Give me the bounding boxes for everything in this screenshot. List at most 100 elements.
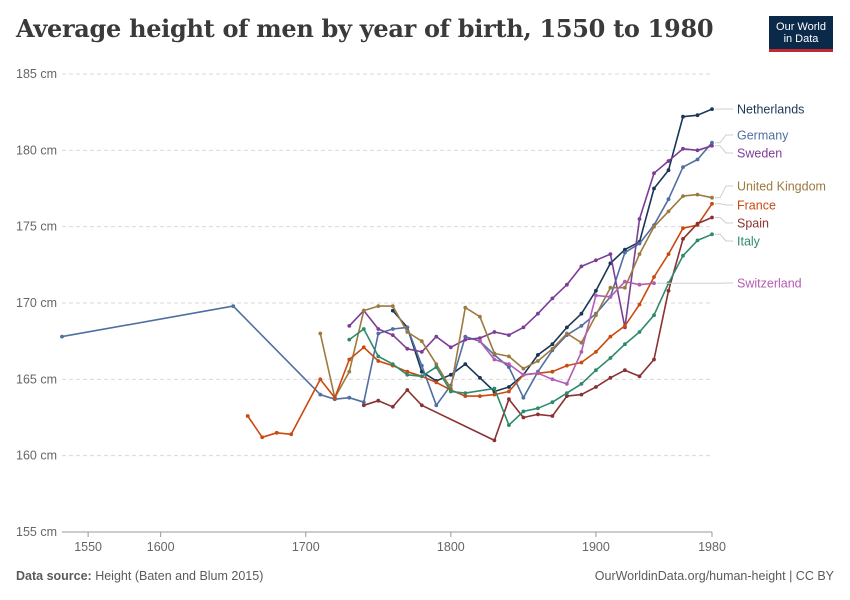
- spain-point[interactable]: [579, 392, 584, 397]
- italy-point[interactable]: [710, 232, 714, 237]
- germany-point[interactable]: [60, 334, 64, 339]
- netherlands-point[interactable]: [536, 353, 540, 357]
- france-point[interactable]: [565, 363, 569, 368]
- spain-point[interactable]: [695, 221, 700, 226]
- germany-label[interactable]: Germany: [737, 129, 789, 143]
- united-kingdom-point[interactable]: [594, 313, 598, 318]
- netherlands-point[interactable]: [463, 362, 468, 366]
- switzerland-point[interactable]: [536, 371, 540, 376]
- united-kingdom-point[interactable]: [376, 304, 381, 308]
- sweden-point[interactable]: [347, 324, 352, 328]
- italy-point[interactable]: [463, 391, 468, 395]
- united-kingdom-point[interactable]: [390, 304, 395, 308]
- italy-point[interactable]: [608, 356, 613, 360]
- switzerland-point[interactable]: [637, 282, 642, 287]
- italy-point[interactable]: [637, 330, 642, 334]
- united-kingdom-point[interactable]: [347, 369, 352, 374]
- united-kingdom-point[interactable]: [652, 224, 656, 229]
- netherlands-point[interactable]: [565, 325, 569, 330]
- switzerland-point[interactable]: [594, 293, 598, 298]
- italy-point[interactable]: [623, 342, 627, 347]
- netherlands-point[interactable]: [550, 342, 555, 347]
- spain-point[interactable]: [390, 404, 395, 409]
- spain-point[interactable]: [492, 438, 497, 443]
- switzerland-label[interactable]: Switzerland: [737, 277, 802, 291]
- germany-point[interactable]: [434, 403, 439, 408]
- germany-point[interactable]: [318, 392, 323, 397]
- france-point[interactable]: [478, 394, 482, 398]
- switzerland-point[interactable]: [478, 339, 482, 344]
- switzerland-point[interactable]: [507, 362, 511, 366]
- sweden-line[interactable]: [348, 145, 713, 353]
- sweden-point[interactable]: [390, 333, 395, 337]
- switzerland-point[interactable]: [521, 372, 526, 377]
- sweden-point[interactable]: [492, 330, 497, 334]
- sweden-point[interactable]: [463, 337, 468, 342]
- france-point[interactable]: [405, 369, 410, 374]
- france-point[interactable]: [550, 369, 555, 374]
- spain-point[interactable]: [710, 215, 714, 220]
- switzerland-point[interactable]: [579, 350, 584, 354]
- france-point[interactable]: [260, 435, 265, 440]
- france-point[interactable]: [681, 226, 685, 231]
- united-kingdom-point[interactable]: [565, 331, 569, 336]
- sweden-point[interactable]: [579, 264, 584, 269]
- sweden-point[interactable]: [521, 325, 526, 330]
- italy-point[interactable]: [536, 406, 540, 411]
- spain-point[interactable]: [376, 398, 381, 403]
- germany-point[interactable]: [231, 304, 236, 308]
- germany-point[interactable]: [405, 325, 410, 330]
- united-kingdom-point[interactable]: [492, 351, 497, 356]
- italy-point[interactable]: [652, 313, 656, 318]
- spain-point[interactable]: [419, 403, 424, 408]
- sweden-point[interactable]: [507, 333, 511, 337]
- italy-point[interactable]: [419, 374, 424, 379]
- france-point[interactable]: [434, 380, 439, 385]
- netherlands-point[interactable]: [710, 107, 714, 111]
- spain-point[interactable]: [550, 414, 555, 418]
- sweden-point[interactable]: [434, 334, 439, 339]
- france-point[interactable]: [666, 252, 671, 256]
- switzerland-point[interactable]: [565, 382, 569, 386]
- sweden-point[interactable]: [710, 143, 714, 148]
- spain-label[interactable]: Spain: [737, 217, 769, 231]
- italy-label[interactable]: Italy: [737, 235, 761, 249]
- france-label[interactable]: France: [737, 199, 776, 213]
- sweden-point[interactable]: [565, 282, 569, 287]
- switzerland-point[interactable]: [623, 279, 627, 284]
- france-point[interactable]: [318, 377, 323, 382]
- germany-point[interactable]: [347, 395, 352, 400]
- united-kingdom-point[interactable]: [623, 285, 627, 290]
- united-kingdom-point[interactable]: [434, 362, 439, 366]
- germany-point[interactable]: [710, 140, 714, 145]
- spain-point[interactable]: [507, 397, 511, 402]
- germany-point[interactable]: [637, 241, 642, 246]
- sweden-point[interactable]: [448, 345, 453, 350]
- france-point[interactable]: [652, 275, 656, 279]
- france-point[interactable]: [289, 432, 294, 437]
- united-kingdom-point[interactable]: [695, 192, 700, 197]
- netherlands-point[interactable]: [695, 113, 700, 118]
- france-line[interactable]: [247, 203, 713, 439]
- united-kingdom-point[interactable]: [681, 194, 685, 199]
- spain-point[interactable]: [565, 394, 569, 398]
- switzerland-point[interactable]: [492, 357, 497, 362]
- sweden-label[interactable]: Sweden: [737, 147, 782, 161]
- france-point[interactable]: [376, 359, 381, 363]
- united-kingdom-point[interactable]: [666, 209, 671, 214]
- italy-point[interactable]: [695, 238, 700, 243]
- italy-point[interactable]: [492, 386, 497, 391]
- france-point[interactable]: [274, 430, 279, 435]
- france-point[interactable]: [332, 395, 337, 400]
- spain-point[interactable]: [405, 388, 410, 392]
- united-kingdom-point[interactable]: [536, 359, 540, 363]
- owid-logo[interactable]: Our World in Data: [769, 16, 833, 52]
- sweden-point[interactable]: [681, 146, 685, 151]
- united-kingdom-point[interactable]: [550, 346, 555, 351]
- italy-point[interactable]: [681, 253, 685, 258]
- netherlands-point[interactable]: [579, 311, 584, 316]
- germany-point[interactable]: [623, 250, 627, 255]
- germany-point[interactable]: [507, 365, 511, 369]
- series-germany[interactable]: [60, 140, 714, 408]
- germany-point[interactable]: [521, 395, 526, 400]
